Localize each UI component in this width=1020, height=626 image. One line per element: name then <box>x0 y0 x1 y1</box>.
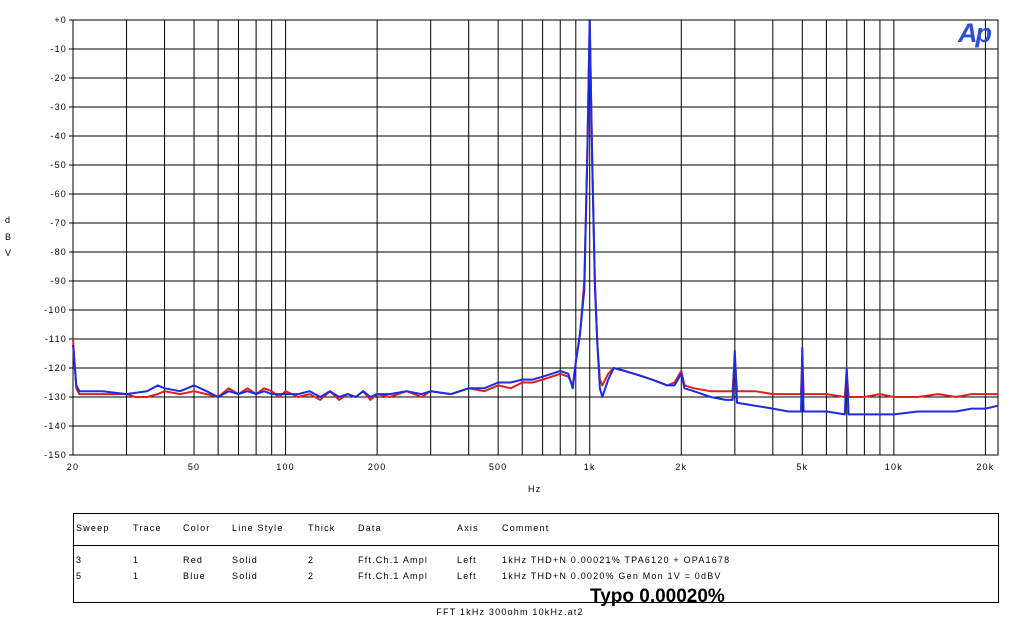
legend-header-sweep: Sweep <box>76 523 110 533</box>
legend-row-1-trace: 1 <box>133 555 140 565</box>
y-tick-label: -20 <box>50 73 67 83</box>
legend-row-2-data: Fft.Ch.1 Ampl <box>358 571 429 581</box>
series-layer <box>72 19 999 416</box>
y-tick-label: -120 <box>44 363 67 373</box>
legend-header-data: Data <box>358 523 382 533</box>
x-tick-label: 1k <box>584 462 596 472</box>
legend-row-1-axis: Left <box>457 555 477 565</box>
legend-row-1-data: Fft.Ch.1 Ampl <box>358 555 429 565</box>
legend-row-2-axis: Left <box>457 571 477 581</box>
annotation-note: Typo 0.00020% <box>590 586 725 607</box>
y-tick-label: -150 <box>44 450 67 460</box>
x-tick-label: 20k <box>976 462 994 472</box>
y-tick-label: -110 <box>45 334 67 344</box>
legend-header-thick: Thick <box>308 523 336 533</box>
y-tick-label: -60 <box>50 189 67 199</box>
x-axis-label: Hz <box>528 484 541 494</box>
x-tick-label: 10k <box>885 462 903 472</box>
legend-divider <box>74 545 998 546</box>
x-tick-label: 500 <box>489 462 508 472</box>
y-tick-label: -70 <box>50 218 67 228</box>
y-axis-label-v: V <box>5 248 12 258</box>
y-tick-label: -140 <box>44 421 67 431</box>
x-tick-label: 50 <box>188 462 200 472</box>
legend-row-1-sweep: 3 <box>76 555 83 565</box>
y-axis-label-b: B <box>5 232 12 242</box>
y-tick-label: -10 <box>50 44 67 54</box>
legend-row-2-trace: 1 <box>133 571 140 581</box>
legend-header-comment: Comment <box>502 523 550 533</box>
x-tick-label: 200 <box>368 462 387 472</box>
y-tick-label: -30 <box>50 102 67 112</box>
x-tick-label: 2k <box>675 462 687 472</box>
y-tick-labels: +0 -10 -20 -30 -40 -50 -60 -70 -80 -90 -100 -110 -12… <box>44 15 67 460</box>
legend-header-axis: Axis <box>457 523 479 533</box>
legend-row-2-line-style: Solid <box>232 571 259 581</box>
ap-logo: Ap <box>958 18 992 48</box>
series-red-line <box>72 19 998 401</box>
grid <box>69 19 999 456</box>
legend-row-2-sweep: 5 <box>76 571 83 581</box>
plot-border <box>72 19 999 456</box>
y-tick-label: -90 <box>50 276 67 286</box>
y-tick-label: +0 <box>54 15 67 25</box>
y-tick-label: -80 <box>50 247 67 257</box>
legend-header-line-style: Line Style <box>232 523 284 533</box>
legend-header-trace: Trace <box>133 523 162 533</box>
y-tick-label: -50 <box>50 160 67 170</box>
legend-table: Sweep Trace Color Line Style Thick Data … <box>73 513 999 603</box>
legend-header-color: Color <box>183 523 211 533</box>
legend-row-1-thick: 2 <box>308 555 315 565</box>
x-tick-label: 5k <box>796 462 808 472</box>
x-tick-labels: 20 50 100 200 500 1k 2k 5k 10k 20k <box>67 462 994 472</box>
legend-row-2-color: Blue <box>183 571 206 581</box>
legend-row-2-thick: 2 <box>308 571 315 581</box>
y-tick-label: -130 <box>44 392 67 402</box>
y-axis-label-d: d <box>5 215 11 225</box>
legend-row-1-line-style: Solid <box>232 555 259 565</box>
y-tick-label: -40 <box>50 131 67 141</box>
x-tick-label: 100 <box>276 462 295 472</box>
legend-row-2-comment: 1kHz THD+N 0.0020% Gen Mon 1V = 0dBV <box>502 571 722 581</box>
x-tick-label: 20 <box>67 462 79 472</box>
legend-row-1-comment: 1kHz THD+N 0.00021% TPA6120 + OPA1678 <box>502 555 731 565</box>
legend-row-1-color: Red <box>183 555 204 565</box>
footer-filename: FFT 1kHz 300ohm 10kHz.at2 <box>436 607 584 617</box>
y-tick-label: -100 <box>44 305 67 315</box>
series-blue-line <box>72 19 999 416</box>
